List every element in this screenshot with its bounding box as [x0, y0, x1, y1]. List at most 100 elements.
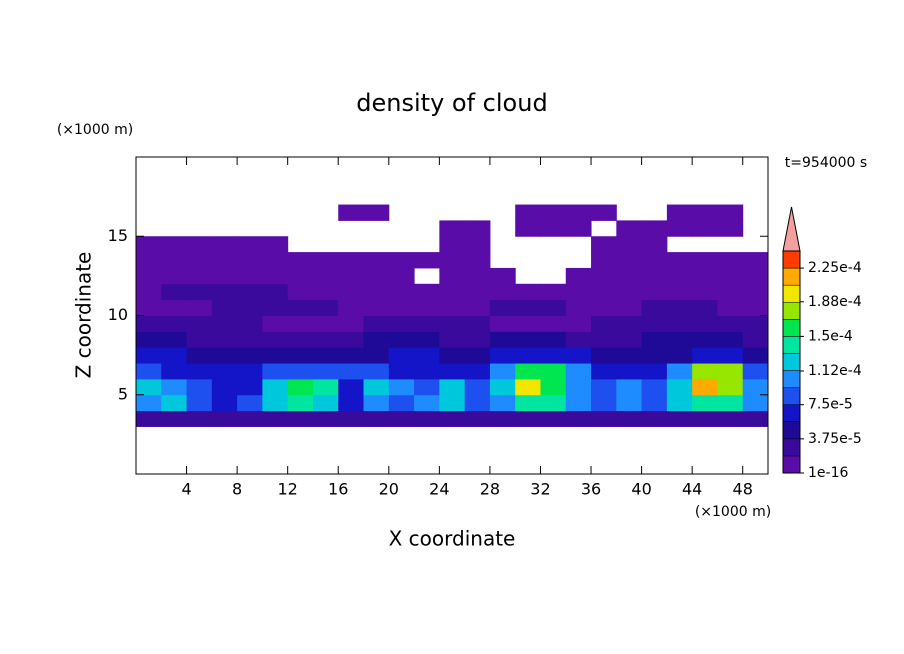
contour-cell [692, 347, 718, 364]
contour-cell [363, 394, 390, 412]
colorbar-box [782, 267, 801, 286]
contour-cell [414, 299, 440, 316]
contour-cell [211, 315, 238, 332]
contour-cell [565, 267, 592, 285]
contour-cell [616, 299, 643, 316]
contour-cell [692, 299, 718, 316]
contour-cell [287, 267, 314, 285]
contour-cell [338, 299, 365, 316]
contour-cell [565, 220, 592, 237]
contour-cell [237, 283, 263, 301]
contour-cell [489, 283, 516, 301]
contour-cell [363, 204, 390, 221]
contour-cell [287, 299, 314, 316]
contour-cell [388, 252, 415, 269]
contour-cell [136, 394, 162, 412]
contour-cell [287, 252, 314, 269]
contour-cell [338, 363, 365, 380]
contour-cell [363, 252, 390, 269]
contour-cell [338, 283, 365, 301]
contour-cell [717, 394, 744, 412]
contour-cell [338, 410, 365, 427]
x-tick-label: 32 [530, 480, 550, 499]
contour-cell [388, 410, 415, 427]
contour-cell [312, 394, 339, 412]
contour-cell [388, 347, 415, 364]
contour-cell [489, 378, 516, 396]
contour-cell [211, 299, 238, 316]
chart-title: density of cloud [356, 89, 547, 117]
contour-cell [692, 315, 718, 332]
contour-cell [287, 394, 314, 412]
contour-cell [161, 236, 188, 253]
contour-cell [540, 204, 567, 221]
contour-cell [565, 283, 592, 301]
contour-cell [641, 347, 668, 364]
contour-cell [414, 378, 440, 396]
contour-cell [136, 378, 162, 396]
contour-cell [540, 410, 567, 427]
contour-cell [211, 267, 238, 285]
contour-cell [464, 236, 491, 253]
contour-cell [262, 299, 289, 316]
contour-cell [666, 220, 693, 237]
contour-cell [591, 394, 617, 412]
contour-cell [591, 204, 617, 221]
y-tick-label: 10 [108, 305, 128, 324]
contour-cell [565, 204, 592, 221]
contour-cell [363, 347, 390, 364]
colorbar-box [782, 404, 801, 423]
contour-cell [692, 252, 718, 269]
contour-cell [136, 347, 162, 364]
contour-cell [515, 363, 541, 380]
contour-cell [565, 378, 592, 396]
contour-cell [742, 410, 769, 427]
contour-cell [717, 220, 744, 237]
contour-cell [616, 347, 643, 364]
contour-cell [464, 267, 491, 285]
contour-cell [540, 299, 567, 316]
contour-cell [262, 363, 289, 380]
y-unit: (×1000 m) [57, 122, 133, 138]
contour-cell [262, 347, 289, 364]
y-tick-label: 5 [118, 384, 128, 403]
contour-cell [515, 378, 541, 396]
contour-cell [591, 236, 617, 253]
contour-cell [616, 410, 643, 427]
contour-cell [616, 315, 643, 332]
contour-cell [312, 299, 339, 316]
contour-cell [591, 363, 617, 380]
contour-cell [616, 378, 643, 396]
contour-cell [742, 315, 769, 332]
contour-cell [742, 363, 769, 380]
contour-cell [692, 220, 718, 237]
contour-cell [742, 394, 769, 412]
contour-cell [211, 347, 238, 364]
contour-cell [312, 315, 339, 332]
contour-cell [186, 315, 213, 332]
contour-cell [211, 236, 238, 253]
contour-cell [591, 378, 617, 396]
contour-cell [565, 299, 592, 316]
contour-cell [464, 363, 491, 380]
contour-cell [717, 347, 744, 364]
contour-cell [211, 410, 238, 427]
contour-cell [616, 331, 643, 348]
contour-cell [363, 283, 390, 301]
colorbar-box [782, 353, 801, 371]
x-tick-label: 44 [682, 480, 702, 499]
colorbar-box [782, 301, 801, 320]
contour-cell [262, 236, 289, 253]
contour-cell [515, 204, 541, 221]
contour-cell [439, 267, 466, 285]
contour-cell [591, 299, 617, 316]
contour-cell [312, 347, 339, 364]
colorbar-extension [782, 206, 801, 252]
contour-cell [591, 315, 617, 332]
contour-cell [312, 252, 339, 269]
contour-cell [161, 331, 188, 348]
contour-cell [237, 347, 263, 364]
contour-cell [388, 267, 415, 285]
contour-cell [565, 331, 592, 348]
colorbar-box [782, 455, 801, 474]
